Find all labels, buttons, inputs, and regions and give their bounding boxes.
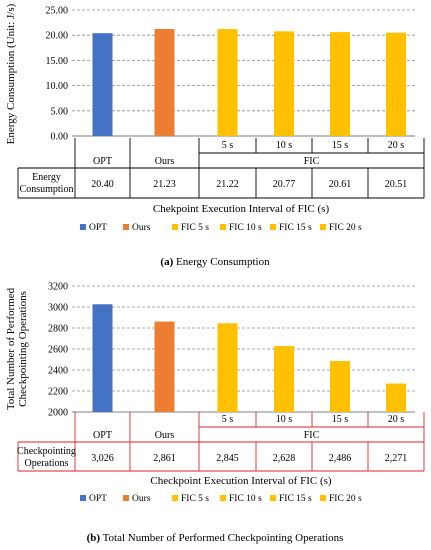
p1-legend-swatch [320,224,326,230]
p1-bar-ours [154,29,175,136]
p1-table-header-label: 5 s [222,140,234,151]
p2-legend-label: FIC 10 s [229,494,262,504]
p2-table-row-header: Operations [25,458,69,469]
p2-legend-label: FIC 5 s [181,494,209,504]
p1-y-tick-label: 0.00 [51,132,69,143]
p1-y-tick-label: 20.00 [46,31,69,42]
p1-legend-label: FIC 15 s [279,223,312,233]
p1-y-axis-title: Energy Consumption (Unit: J/s) [5,3,17,144]
p1-table-header-label: 15 s [332,140,349,151]
p2-legend-label: FIC 15 s [279,494,312,504]
p1-table-header-label: 20 s [388,140,405,151]
p2-y-axis-title: Checkpointing Operations [17,291,29,407]
p2-table-value: 2,628 [273,453,296,464]
p2-legend-swatch [220,495,226,501]
p1-caption-prefix: (a) [160,256,173,268]
p1-table-value: 20.61 [329,179,352,190]
p2-y-tick-label: 2800 [48,324,68,335]
p1-y-tick-label: 5.00 [51,106,69,117]
p1-table-row-header: Energy [32,172,61,183]
p1-table-header-label: OPT [93,156,112,167]
p2-x-axis-title: Checkpoint Execution Interval of FIC (s) [150,475,331,487]
p2-table-value: 2,486 [329,453,352,464]
p1-legend-label: OPT [89,223,107,233]
p1-table-group-label: FIC [304,156,320,167]
p2-bar-opt [92,304,113,412]
p2-table-row-header: Checkpointing [17,446,76,457]
p2-table-header-label: 20 s [388,414,405,425]
p2-legend-swatch [123,495,129,501]
p1-legend-swatch [80,224,86,230]
p2-legend-label: Ours [132,494,151,504]
p2-table-header-label: 5 s [222,414,234,425]
p1-table-header-label: 10 s [276,140,293,151]
p2-y-axis-title: Total Number of Performed [5,287,17,410]
p1-caption: (a) Energy Consumption [160,256,270,268]
p2-table-header-label: 10 s [276,414,293,425]
p2-caption: (b) Total Number of Performed Checkpoint… [87,532,344,544]
p1-table-value: 20.40 [91,179,114,190]
p1-legend-label: FIC 20 s [329,223,362,233]
p2-table-value: 2,861 [153,453,176,464]
p1-table-value: 20.51 [385,179,408,190]
p1-legend-swatch [270,224,276,230]
p2-table-group-label: FIC [304,430,320,441]
p1-table-row-header: Consumption [20,184,74,195]
p1-legend-label: FIC 10 s [229,223,262,233]
p2-y-tick-label: 2400 [48,366,68,377]
p2-y-tick-label: 3200 [48,282,68,293]
p1-bar-fic-10-s [274,31,294,137]
p1-y-tick-label: 15.00 [46,56,69,67]
p1-table-header-label: Ours [155,156,175,167]
p1-legend-label: FIC 5 s [181,223,209,233]
p2-table-value: 2,271 [385,453,408,464]
p1-bar-opt [92,33,113,136]
p1-legend-swatch [123,224,129,230]
p1-table-value: 21.23 [153,179,176,190]
p2-bar-fic-15-s [330,360,350,412]
p2-caption-text: Total Number of Performed Checkpointing … [100,532,343,544]
p2-y-tick-label: 3000 [48,303,68,314]
p1-y-tick-label: 10.00 [46,81,69,92]
p2-table-header-label: 15 s [332,414,349,425]
p1-x-axis-title: Chekpoint Execution Interval of FIC (s) [153,203,330,215]
p1-legend-label: Ours [132,223,151,233]
p1-table-value: 21.22 [216,179,239,190]
p1-legend-swatch [172,224,178,230]
p2-bar-fic-20-s [386,383,406,412]
p1-bar-fic-5-s [217,29,238,136]
p1-y-tick-label: 25.00 [46,6,69,17]
p2-table-value: 3,026 [91,453,114,464]
p2-y-tick-label: 2200 [48,387,68,398]
p1-caption-text: Energy Consumption [173,256,270,268]
p2-legend-swatch [320,495,326,501]
p2-legend-swatch [172,495,178,501]
p2-bar-fic-5-s [217,323,238,412]
p2-y-tick-label: 2000 [48,408,68,419]
p1-bar-fic-20-s [386,32,406,136]
p2-legend-label: FIC 20 s [329,494,362,504]
p1-bar-fic-15-s [330,32,350,137]
p2-table-header-label: OPT [93,430,112,441]
p2-table-value: 2,845 [216,453,239,464]
p1-legend-swatch [220,224,226,230]
p2-caption-prefix: (b) [87,532,101,544]
p2-legend-label: OPT [89,494,107,504]
p2-y-tick-label: 2600 [48,345,68,356]
p2-bar-fic-10-s [274,346,294,412]
p2-legend-swatch [80,495,86,501]
p1-table-value: 20.77 [273,179,296,190]
p2-bar-ours [154,321,175,412]
p2-legend-swatch [270,495,276,501]
p2-table-header-label: Ours [155,430,175,441]
